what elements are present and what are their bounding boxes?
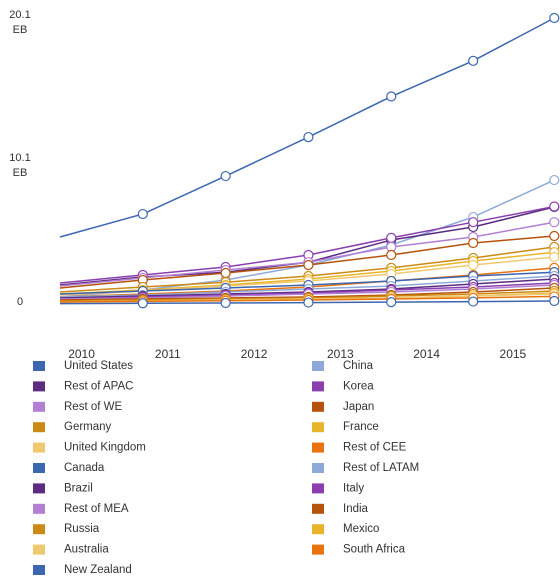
legend-swatch <box>312 381 324 392</box>
legend-label: United Kingdom <box>64 442 146 454</box>
legend-swatch <box>312 442 324 453</box>
legend-swatch <box>312 483 324 494</box>
point-marker <box>386 297 397 308</box>
x-tick-label: 2013 <box>327 347 354 361</box>
point-marker <box>549 251 560 263</box>
legend-label: India <box>343 503 369 515</box>
series-line <box>59 17 555 238</box>
point-marker <box>220 297 231 309</box>
legend-swatch <box>312 503 324 514</box>
point-marker <box>468 217 479 228</box>
legend-swatch <box>33 401 45 412</box>
point-marker <box>386 232 397 243</box>
legend-swatch <box>33 381 45 392</box>
point-marker <box>549 230 560 242</box>
x-tick-label: 2010 <box>68 347 95 361</box>
legend-label: Australia <box>64 544 109 556</box>
point-marker <box>220 267 231 279</box>
legend-swatch <box>33 503 45 514</box>
x-tick-label: 2015 <box>500 347 527 361</box>
legend-swatch <box>312 361 324 371</box>
legend-label: Canada <box>64 462 105 474</box>
y-tick-label: 0 <box>16 296 24 308</box>
point-marker <box>468 259 479 271</box>
point-marker <box>137 298 148 309</box>
legend-label: United States <box>64 360 133 372</box>
y-tick-label: 20.1 EB <box>9 9 31 36</box>
point-marker <box>549 217 560 228</box>
y-tick-label: 10.1 EB <box>9 151 31 179</box>
legend-label: Italy <box>343 482 364 494</box>
legend-label: Rest of WE <box>64 401 122 413</box>
x-tick-label: 2011 <box>155 347 181 361</box>
legend-swatch <box>33 463 45 473</box>
legend-swatch <box>33 442 45 453</box>
point-marker <box>549 12 560 24</box>
legend-label: Germany <box>64 421 112 433</box>
legend-label: New Zealand <box>64 564 132 576</box>
legend-swatch <box>312 463 324 473</box>
legend-swatch <box>312 524 324 535</box>
legend-label: South Africa <box>343 544 406 556</box>
point-marker <box>303 259 314 271</box>
legend-label: Mexico <box>343 523 379 535</box>
legend-swatch <box>312 422 324 433</box>
point-marker <box>303 297 314 308</box>
legend-label: Russia <box>64 523 100 535</box>
legend-label: Japan <box>343 401 374 413</box>
legend-label: China <box>343 360 374 372</box>
legend-label: Rest of MEA <box>64 503 129 515</box>
point-marker <box>468 237 479 249</box>
legend-swatch <box>33 544 45 555</box>
legend-label: Rest of APAC <box>64 380 133 392</box>
point-marker <box>549 174 560 186</box>
x-tick-label: 2012 <box>241 347 268 361</box>
point-marker <box>549 201 560 212</box>
point-marker <box>468 55 479 66</box>
legend-swatch <box>312 401 324 412</box>
legend-label: Korea <box>343 380 374 392</box>
point-marker <box>386 249 397 261</box>
legend-label: Brazil <box>64 482 93 494</box>
point-marker <box>468 296 479 307</box>
point-marker <box>137 208 148 220</box>
legend-swatch <box>33 565 45 575</box>
legend-swatch <box>33 524 45 535</box>
point-marker <box>549 295 560 307</box>
legend-label: France <box>343 421 379 433</box>
legend-swatch <box>33 422 45 433</box>
legend-label: Rest of LATAM <box>343 462 419 474</box>
point-marker <box>303 131 314 143</box>
x-tick-label: 2014 <box>413 347 440 361</box>
legend-swatch <box>33 483 45 494</box>
legend-swatch <box>312 544 324 555</box>
point-marker <box>386 91 397 102</box>
legend-label: Rest of CEE <box>343 442 407 454</box>
point-marker <box>220 170 231 182</box>
legend-swatch <box>33 361 45 371</box>
